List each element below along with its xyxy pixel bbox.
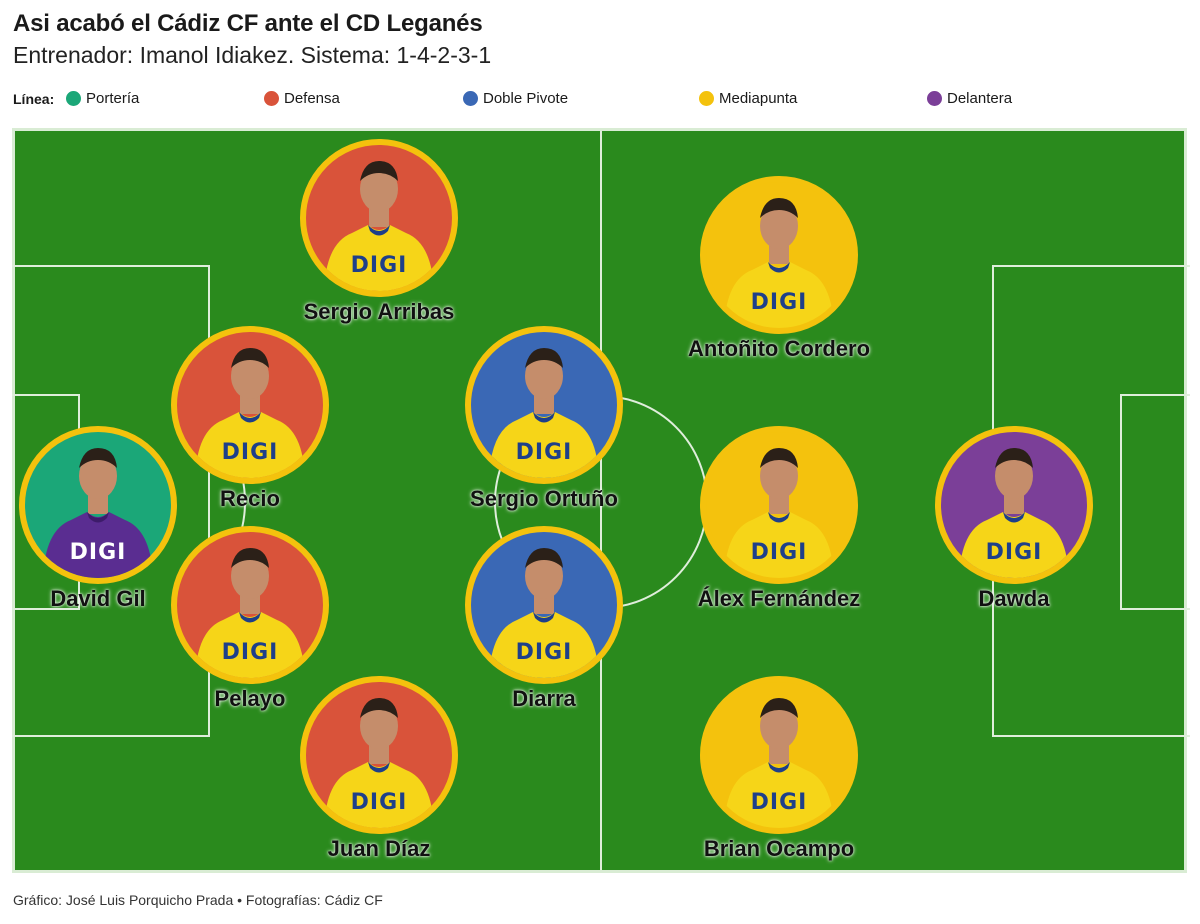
- kit-sponsor-text: DIGI: [221, 640, 279, 665]
- legend-dot-icon: [463, 91, 478, 106]
- legend-label: Mediapunta: [719, 90, 798, 107]
- kit-sponsor-text: DIGI: [985, 540, 1043, 565]
- player-silhouette-icon: [489, 348, 599, 478]
- player-silhouette-icon: [724, 448, 834, 578]
- player-name: Álex Fernández: [697, 586, 861, 611]
- kit-sponsor-text: DIGI: [750, 540, 808, 565]
- player-photo: DIGI: [19, 426, 177, 584]
- player-name: Recio: [220, 486, 280, 511]
- player-card: DIGI Recio: [120, 326, 380, 512]
- football-pitch: DIGI David Gil DIGI Sergio Arribas DIGI Rec…: [12, 128, 1190, 873]
- legend-dot-icon: [264, 91, 279, 106]
- legend-dot-icon: [66, 91, 81, 106]
- player-photo: DIGI: [171, 326, 329, 484]
- player-silhouette-icon: [724, 198, 834, 328]
- player-silhouette-icon: [195, 548, 305, 678]
- player-card: DIGI Álex Fernández: [649, 426, 909, 612]
- player-card: DIGI David Gil: [0, 426, 228, 612]
- player-photo: DIGI: [171, 526, 329, 684]
- kit-sponsor-text: DIGI: [350, 790, 408, 815]
- player-name: Dawda: [978, 586, 1050, 611]
- left-penalty-arc: [170, 435, 246, 569]
- player-card: DIGI Sergio Ortuño: [414, 326, 674, 512]
- credit-line: Gráfico: José Luis Porquicho Prada • Fot…: [13, 892, 383, 908]
- player-photo: DIGI: [465, 326, 623, 484]
- kit-sponsor-text: DIGI: [750, 290, 808, 315]
- legend-item-porteria: Portería: [66, 90, 139, 107]
- player-silhouette-icon: [324, 698, 434, 828]
- right-goal-area: [1120, 394, 1190, 610]
- kit-sponsor-text: DIGI: [350, 253, 408, 278]
- player-silhouette-icon: [324, 161, 434, 291]
- legend-item-mediapunta: Mediapunta: [699, 90, 797, 107]
- player-card: DIGI Dawda: [884, 426, 1144, 612]
- kit-sponsor-text: DIGI: [515, 640, 573, 665]
- legend: Línea: Portería Defensa Doble Pivote Med…: [13, 90, 1193, 112]
- legend-label: Delantera: [947, 90, 1013, 107]
- player-name: Juan Díaz: [327, 836, 431, 861]
- player-silhouette-icon: [195, 348, 305, 478]
- legend-item-doble-pivote: Doble Pivote: [463, 90, 568, 107]
- player-name: Sergio Arribas: [303, 299, 455, 324]
- player-name: Diarra: [512, 686, 576, 711]
- player-silhouette-icon: [724, 698, 834, 828]
- player-silhouette-icon: [489, 548, 599, 678]
- legend-title: Línea:: [13, 91, 55, 107]
- legend-label: Defensa: [284, 90, 340, 107]
- legend-label: Portería: [86, 90, 140, 107]
- player-name: Brian Ocampo: [703, 836, 855, 861]
- kit-sponsor-text: DIGI: [515, 440, 573, 465]
- legend-label: Doble Pivote: [483, 90, 569, 107]
- legend-item-delantera: Delantera: [927, 90, 1012, 107]
- player-photo: DIGI: [700, 676, 858, 834]
- player-photo: DIGI: [935, 426, 1093, 584]
- player-card: DIGI Juan Díaz: [249, 676, 509, 862]
- player-name: Pelayo: [214, 686, 286, 711]
- player-card: DIGI Pelayo: [120, 526, 380, 712]
- player-name: Antoñito Cordero: [687, 336, 871, 361]
- player-card: DIGI Sergio Arribas: [249, 139, 509, 325]
- player-card: DIGI Diarra: [414, 526, 674, 712]
- player-photo: DIGI: [700, 426, 858, 584]
- kit-sponsor-text: DIGI: [221, 440, 279, 465]
- player-photo: DIGI: [700, 176, 858, 334]
- player-silhouette-icon: [959, 448, 1069, 578]
- legend-item-defensa: Defensa: [264, 90, 340, 107]
- legend-dot-icon: [699, 91, 714, 106]
- chart-subtitle: Entrenador: Imanol Idiakez. Sistema: 1-4…: [13, 42, 492, 68]
- legend-dot-icon: [927, 91, 942, 106]
- player-card: DIGI Antoñito Cordero: [649, 176, 909, 362]
- kit-sponsor-text: DIGI: [750, 790, 808, 815]
- kit-sponsor-text: DIGI: [69, 540, 127, 565]
- player-card: DIGI Brian Ocampo: [649, 676, 909, 862]
- player-photo: DIGI: [300, 139, 458, 297]
- player-photo: DIGI: [300, 676, 458, 834]
- player-name: Sergio Ortuño: [470, 486, 618, 511]
- player-photo: DIGI: [465, 526, 623, 684]
- player-silhouette-icon: [43, 448, 153, 578]
- chart-title: Asi acabó el Cádiz CF ante el CD Leganés: [13, 10, 483, 37]
- player-name: David Gil: [50, 586, 146, 611]
